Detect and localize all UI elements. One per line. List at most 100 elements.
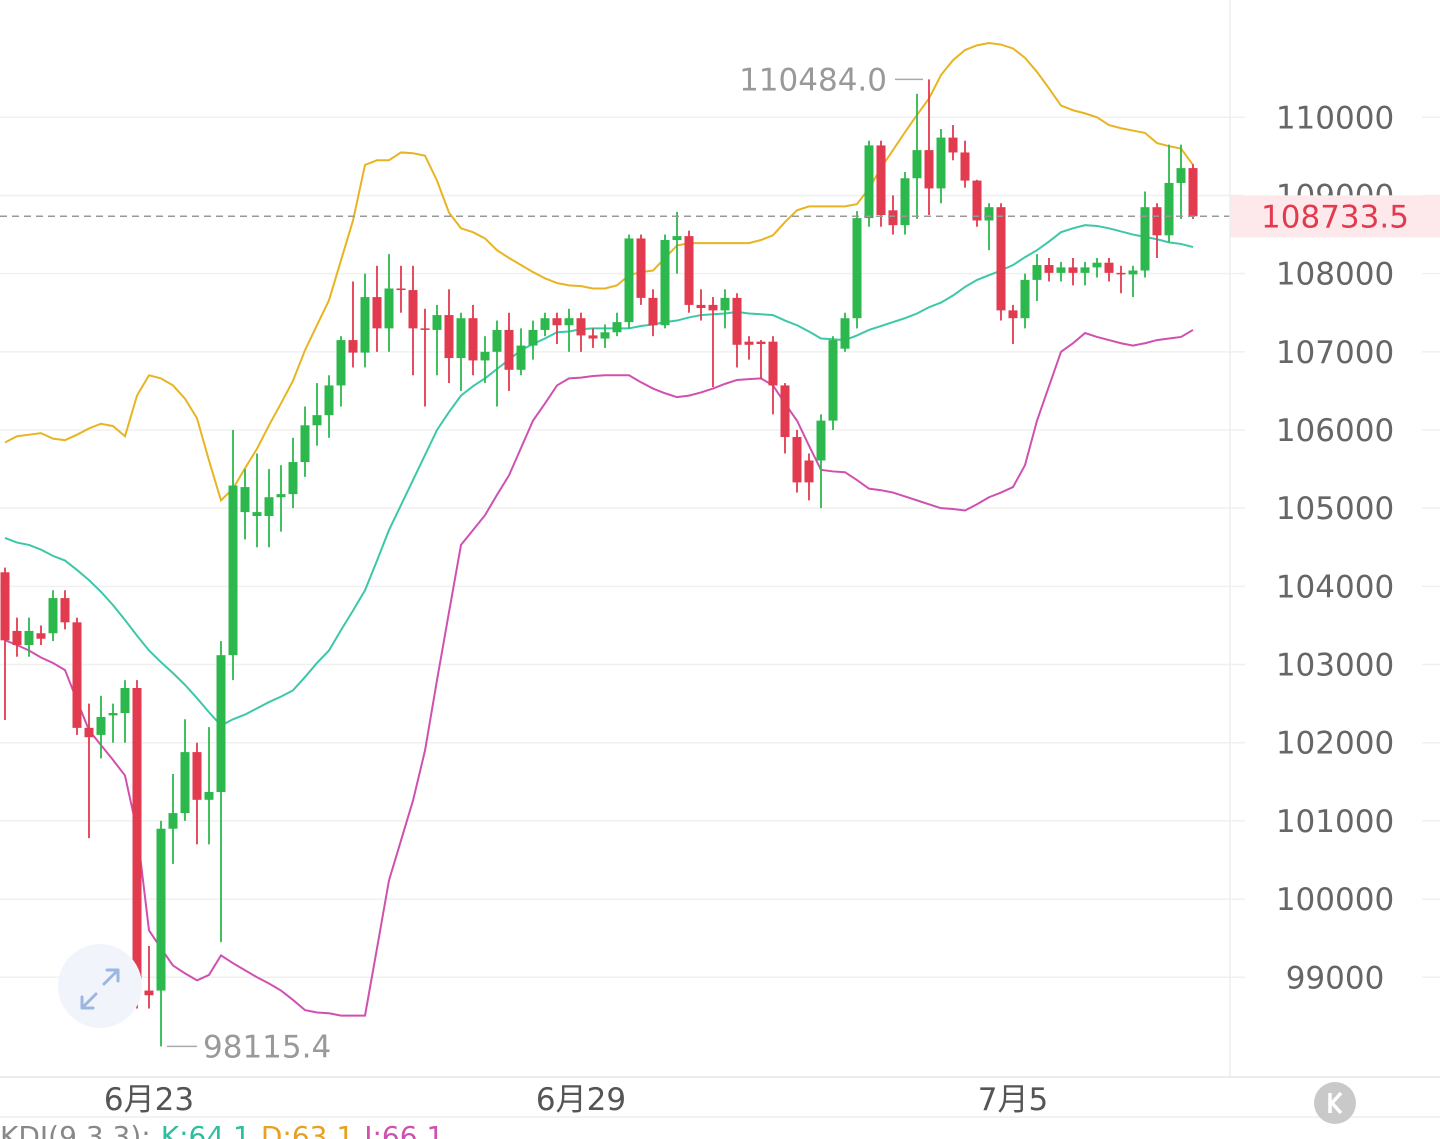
candle-body	[360, 297, 370, 353]
candle-body	[576, 318, 586, 336]
labels: 110484.0 98115.4 108733.5	[0, 62, 1440, 1065]
candle-body	[708, 304, 718, 311]
candle-body	[1044, 265, 1054, 273]
candle-body	[252, 512, 262, 516]
kline-button[interactable]	[1314, 1082, 1356, 1124]
candle-body	[1080, 267, 1090, 273]
candle-body	[756, 341, 766, 344]
candle-body	[192, 752, 202, 800]
candle-body	[900, 178, 910, 226]
last-price-label: 108733.5	[1261, 199, 1409, 235]
candle-body	[1020, 279, 1030, 319]
indicator-label: KDJ(9,3,3):	[0, 1120, 151, 1139]
candle-body	[1188, 168, 1198, 217]
y-tick-label: 106000	[1276, 413, 1394, 449]
candle-body	[516, 345, 526, 370]
x-tick-label: 7月5	[978, 1082, 1048, 1118]
candle-body	[1164, 182, 1174, 236]
candle-body	[456, 318, 466, 359]
candle-body	[588, 335, 598, 339]
y-tick-label: 100000	[1276, 882, 1394, 918]
candle-body	[12, 630, 22, 645]
candle-body	[240, 487, 250, 513]
x-tick-label: 6月23	[104, 1082, 194, 1118]
candle-body	[480, 351, 490, 361]
candle-body	[816, 420, 826, 461]
candle-body	[1008, 310, 1018, 319]
y-tick-label: 99000	[1286, 960, 1385, 996]
candle-body	[1104, 262, 1114, 273]
indicator-text: KDJ(9,3,3): K:64.1 D:63.1 J:66.1	[0, 1120, 444, 1139]
y-tick-label: 104000	[1276, 569, 1394, 605]
candle-body	[636, 238, 646, 298]
candle-body	[48, 598, 58, 634]
y-tick-label: 107000	[1276, 335, 1394, 371]
candle-body	[504, 329, 514, 370]
candle-body	[960, 152, 970, 181]
y-tick-label: 108000	[1276, 257, 1394, 293]
candle-body	[744, 341, 754, 345]
candle-body	[468, 318, 478, 361]
y-tick-label: 101000	[1276, 804, 1394, 840]
candle-body	[912, 150, 922, 179]
candle-body	[876, 145, 886, 215]
y-tick-label: 105000	[1276, 491, 1394, 527]
candle-body	[84, 727, 94, 738]
bands	[4, 41, 1194, 1017]
candle-body	[552, 318, 562, 326]
candle-body	[1056, 267, 1066, 273]
candle-body	[924, 150, 934, 189]
candle-body	[624, 238, 634, 323]
candle-body	[984, 207, 994, 221]
candle-body	[180, 752, 190, 814]
x-tick-label: 6月29	[536, 1082, 626, 1118]
candle-body	[264, 497, 274, 516]
candle-body	[228, 485, 238, 656]
candle-body	[1152, 207, 1162, 236]
candle-body	[372, 297, 382, 329]
candle-body	[168, 813, 178, 829]
expand-button[interactable]	[58, 944, 142, 1028]
candle-body	[672, 236, 682, 241]
band-lower	[4, 329, 1194, 1017]
max-label: 110484.0	[739, 62, 887, 98]
candle-body	[492, 329, 502, 352]
candle-body	[336, 340, 346, 386]
candle-body	[996, 207, 1006, 311]
candle-body	[96, 716, 106, 735]
expand-button-bg[interactable]	[58, 944, 142, 1028]
kline-button-bg[interactable]	[1314, 1082, 1356, 1124]
candle-body	[648, 297, 658, 326]
band-upper	[4, 41, 1194, 503]
grid: 99000 100000 101000 102000 103000 104000 10500…	[0, 100, 1440, 1118]
band-middle	[4, 224, 1194, 727]
candle-body	[564, 318, 574, 326]
candle-body	[948, 137, 958, 153]
candle-body	[108, 713, 118, 716]
candle-body	[156, 828, 166, 991]
kline-icon	[1328, 1091, 1343, 1115]
y-tick-label: 102000	[1276, 726, 1394, 762]
candle-body	[132, 688, 142, 991]
candle-body	[600, 332, 610, 339]
candle-body	[888, 210, 898, 226]
candle-body	[684, 236, 694, 305]
y-tick-label: 103000	[1276, 648, 1394, 684]
candle-body	[432, 315, 442, 330]
indicator-j: J:66.1	[362, 1120, 444, 1139]
candle-body	[972, 180, 982, 221]
candle-body	[864, 145, 874, 219]
candle-body	[1032, 265, 1042, 280]
candle-body	[840, 318, 850, 349]
candle-body	[312, 415, 322, 426]
candle-body	[204, 791, 214, 800]
candle-body	[144, 990, 154, 996]
candle-body	[276, 494, 286, 498]
candle-body	[420, 328, 430, 330]
candle-body	[0, 572, 10, 641]
y-tick-label: 110000	[1276, 100, 1394, 136]
candle-body	[660, 240, 670, 326]
candle-body	[1176, 168, 1186, 183]
candle-body	[324, 385, 334, 416]
